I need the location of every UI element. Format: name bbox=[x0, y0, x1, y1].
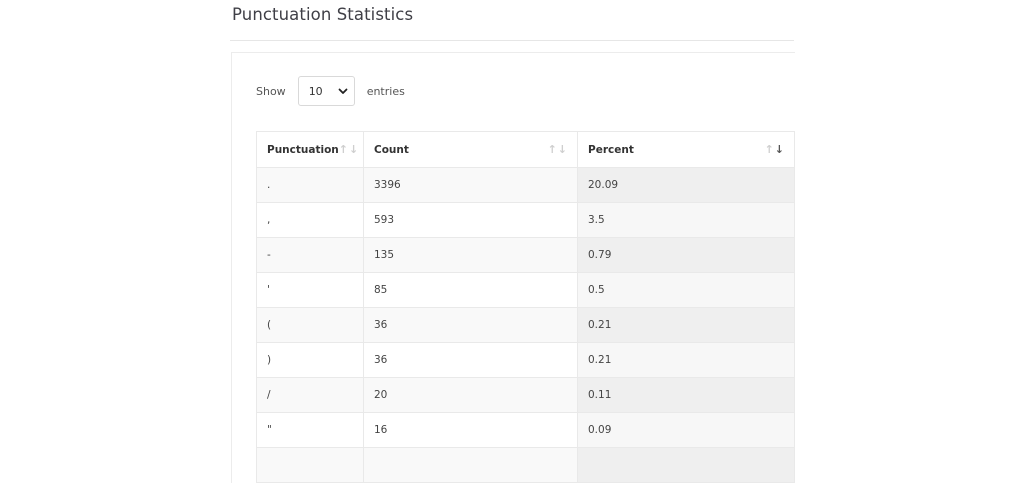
sort-desc-icon: ↑ ↓ bbox=[764, 143, 784, 156]
cell-percent: 0.09 bbox=[577, 412, 795, 448]
table-row[interactable]: , 593 3.5 bbox=[256, 202, 795, 238]
cell-percent: 3.5 bbox=[577, 202, 795, 238]
cell-punctuation: " bbox=[256, 412, 364, 448]
column-header-label: Percent bbox=[588, 143, 634, 156]
entries-select[interactable]: 10 bbox=[297, 76, 355, 106]
table-row[interactable]: - 135 0.79 bbox=[256, 237, 795, 273]
cell-punctuation: ( bbox=[256, 307, 364, 343]
show-label: Show bbox=[256, 84, 286, 98]
title-divider bbox=[230, 40, 794, 41]
cell-punctuation: . bbox=[256, 167, 364, 203]
column-header-percent[interactable]: Percent ↑ ↓ bbox=[577, 131, 795, 168]
entries-select-value: 10 bbox=[308, 84, 323, 98]
cell-count: 36 bbox=[363, 307, 578, 343]
sort-arrows-icon: ↑ ↓ bbox=[547, 143, 567, 156]
cell-count: 85 bbox=[363, 272, 578, 308]
chevron-down-icon bbox=[338, 88, 348, 94]
cell-percent bbox=[577, 447, 795, 483]
cell-percent: 0.21 bbox=[577, 307, 795, 343]
table-row[interactable]: " 16 0.09 bbox=[256, 412, 795, 448]
cell-count: 36 bbox=[363, 342, 578, 378]
table-row[interactable]: ' 85 0.5 bbox=[256, 272, 795, 308]
cell-count: 3396 bbox=[363, 167, 578, 203]
table-row[interactable]: ( 36 0.21 bbox=[256, 307, 795, 343]
punctuation-table: Punctuation ↑ ↓ Count ↑ ↓ Percent ↑ ↓ . 339… bbox=[256, 131, 795, 483]
table-row[interactable]: . 3396 20.09 bbox=[256, 167, 795, 203]
cell-count: 16 bbox=[363, 412, 578, 448]
column-header-label: Punctuation bbox=[267, 143, 339, 156]
cell-count: 20 bbox=[363, 377, 578, 413]
page-title: Punctuation Statistics bbox=[232, 5, 414, 24]
cell-count: 593 bbox=[363, 202, 578, 238]
cell-punctuation bbox=[256, 447, 364, 483]
cell-count bbox=[363, 447, 578, 483]
entries-length-control: Show 10 entries bbox=[256, 76, 405, 106]
table-row[interactable] bbox=[256, 447, 795, 483]
cell-percent: 0.21 bbox=[577, 342, 795, 378]
table-row[interactable]: / 20 0.11 bbox=[256, 377, 795, 413]
cell-percent: 0.79 bbox=[577, 237, 795, 273]
cell-punctuation: - bbox=[256, 237, 364, 273]
cell-punctuation: ' bbox=[256, 272, 364, 308]
column-header-count[interactable]: Count ↑ ↓ bbox=[363, 131, 578, 168]
column-header-label: Count bbox=[374, 143, 409, 156]
cell-percent: 20.09 bbox=[577, 167, 795, 203]
cell-punctuation: , bbox=[256, 202, 364, 238]
cell-punctuation: / bbox=[256, 377, 364, 413]
cell-percent: 0.5 bbox=[577, 272, 795, 308]
cell-punctuation: ) bbox=[256, 342, 364, 378]
column-header-punctuation[interactable]: Punctuation ↑ ↓ bbox=[256, 131, 364, 168]
table-header-row: Punctuation ↑ ↓ Count ↑ ↓ Percent ↑ ↓ bbox=[256, 131, 795, 168]
table-row[interactable]: ) 36 0.21 bbox=[256, 342, 795, 378]
cell-count: 135 bbox=[363, 237, 578, 273]
sort-arrows-icon: ↑ ↓ bbox=[338, 143, 359, 156]
cell-percent: 0.11 bbox=[577, 377, 795, 413]
entries-label: entries bbox=[366, 84, 405, 98]
